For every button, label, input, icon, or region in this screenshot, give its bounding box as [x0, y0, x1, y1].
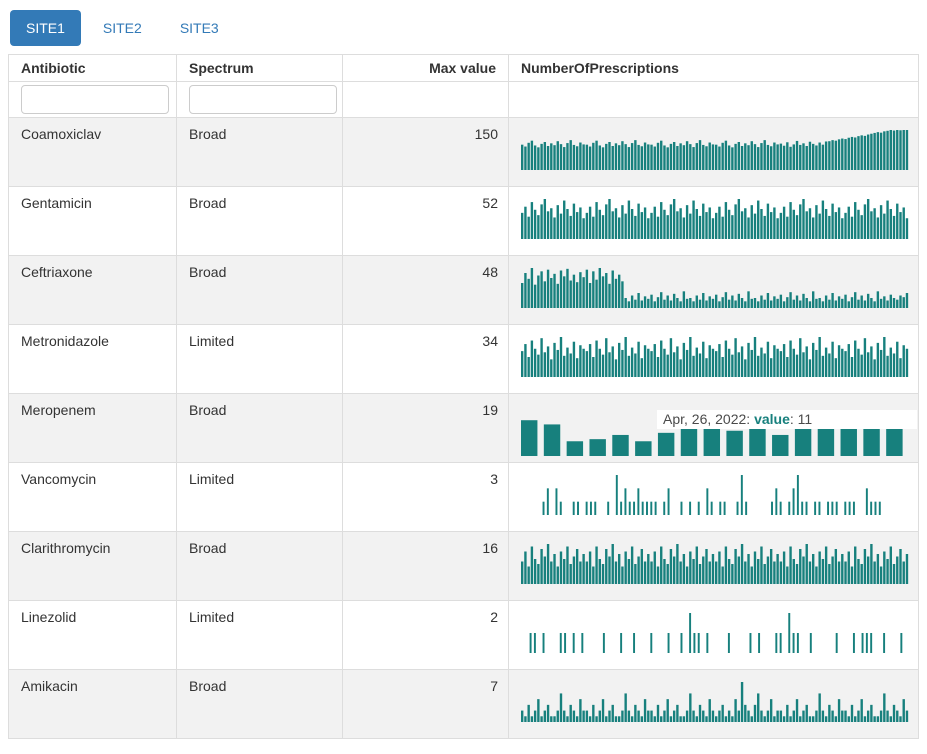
max-value-cell: 2 [342, 600, 509, 670]
sparkline-cell [508, 186, 919, 256]
antibiotic-cell: Ceftriaxone [8, 255, 177, 325]
tooltip-value: : 11 [789, 411, 813, 427]
antibiotic-cell: Meropenem [8, 393, 177, 463]
sparkline-cell [508, 324, 919, 394]
column-header-prescriptions[interactable]: NumberOfPrescriptions [508, 54, 919, 82]
filter-cell-empty-max [342, 81, 509, 118]
table-row: Metronidazole Limited 34 [8, 324, 919, 394]
sparkline-cell [508, 600, 919, 670]
sparkline-tooltip: Apr, 26, 2022: value: 11 [657, 410, 917, 429]
max-value-cell: 34 [342, 324, 509, 394]
spectrum-cell: Limited [176, 600, 343, 670]
table-body: Coamoxiclav Broad 150 Gentamicin Broad 5… [8, 117, 919, 739]
tab-site2[interactable]: SITE2 [102, 20, 142, 36]
sparkline-wrap [521, 611, 909, 653]
antibiotic-filter-input[interactable] [21, 85, 169, 114]
spectrum-cell: Limited [176, 462, 343, 532]
sparkline-chart[interactable] [521, 197, 909, 239]
sparkline-chart[interactable] [521, 680, 909, 722]
header-row: Antibiotic Spectrum Max value NumberOfPr… [8, 54, 919, 82]
tab-site3[interactable]: SITE3 [179, 20, 219, 36]
spectrum-cell: Limited [176, 324, 343, 394]
table-row: Linezolid Limited 2 [8, 600, 919, 670]
spectrum-cell: Broad [176, 255, 343, 325]
max-value-cell: 150 [342, 117, 509, 187]
sparkline-cell [508, 462, 919, 532]
sparkline-wrap [521, 128, 909, 170]
antibiotic-cell: Metronidazole [8, 324, 177, 394]
antibiotics-table: Antibiotic Spectrum Max value NumberOfPr… [8, 54, 919, 739]
table-row: Clarithromycin Broad 16 [8, 531, 919, 601]
sparkline-wrap [521, 542, 909, 584]
table-row: Vancomycin Limited 3 [8, 462, 919, 532]
sparkline-chart[interactable] [521, 611, 909, 653]
sparkline-wrap [521, 197, 909, 239]
sparkline-cell [508, 117, 919, 187]
antibiotic-cell: Linezolid [8, 600, 177, 670]
column-header-antibiotic[interactable]: Antibiotic [8, 54, 177, 82]
sparkline-cell: Apr, 26, 2022: value: 11 [508, 393, 919, 463]
column-header-spectrum[interactable]: Spectrum [176, 54, 343, 82]
max-value-cell: 16 [342, 531, 509, 601]
table-row: Amikacin Broad 7 [8, 669, 919, 739]
max-value-cell: 7 [342, 669, 509, 739]
spectrum-cell: Broad [176, 117, 343, 187]
sparkline-wrap [521, 335, 909, 377]
sparkline-chart[interactable] [521, 266, 909, 308]
sparkline-chart[interactable] [521, 128, 909, 170]
column-header-max-value[interactable]: Max value [342, 54, 509, 82]
max-value-cell: 48 [342, 255, 509, 325]
spectrum-cell: Broad [176, 186, 343, 256]
sparkline-wrap: Apr, 26, 2022: value: 11 [521, 410, 917, 456]
table-row: Gentamicin Broad 52 [8, 186, 919, 256]
table-row: Ceftriaxone Broad 48 [8, 255, 919, 325]
antibiotic-cell: Vancomycin [8, 462, 177, 532]
sparkline-chart[interactable] [521, 414, 909, 456]
antibiotic-cell: Amikacin [8, 669, 177, 739]
tab-site1[interactable]: SITE1 [10, 10, 81, 46]
max-value-cell: 19 [342, 393, 509, 463]
antibiotic-cell: Clarithromycin [8, 531, 177, 601]
tooltip-date: Apr, 26, 2022: [663, 411, 755, 427]
site-tabs: SITE1 SITE2 SITE3 [8, 8, 919, 46]
sparkline-wrap [521, 266, 909, 308]
sparkline-wrap [521, 473, 909, 515]
table-row: Meropenem Broad 19 Apr, 26, 2022: value:… [8, 393, 919, 463]
antibiotic-cell: Coamoxiclav [8, 117, 177, 187]
max-value-cell: 52 [342, 186, 509, 256]
spectrum-filter-input[interactable] [189, 85, 337, 114]
sparkline-cell [508, 669, 919, 739]
max-value-cell: 3 [342, 462, 509, 532]
sparkline-chart[interactable] [521, 542, 909, 584]
filter-row [8, 81, 919, 118]
sparkline-chart[interactable] [521, 473, 909, 515]
sparkline-cell [508, 255, 919, 325]
table-row: Coamoxiclav Broad 150 [8, 117, 919, 187]
spectrum-cell: Broad [176, 669, 343, 739]
filter-cell-empty-chart [508, 81, 919, 118]
sparkline-wrap [521, 680, 909, 722]
spectrum-cell: Broad [176, 393, 343, 463]
tooltip-label: value [754, 411, 790, 427]
sparkline-chart[interactable] [521, 335, 909, 377]
sparkline-cell [508, 531, 919, 601]
antibiotic-cell: Gentamicin [8, 186, 177, 256]
spectrum-cell: Broad [176, 531, 343, 601]
